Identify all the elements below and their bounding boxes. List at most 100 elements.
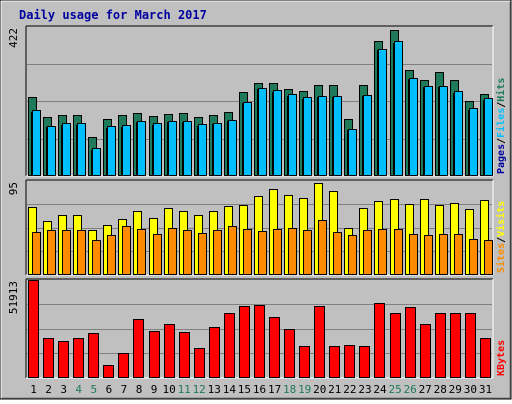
files-bar-day-22 (348, 129, 357, 176)
hits-files-pages-legend-separator: / (496, 102, 507, 108)
kbytes-panel (25, 278, 494, 379)
sites-bar-day-10 (168, 228, 177, 275)
kbytes-bar-day-3 (58, 341, 69, 378)
hits-files-pages-panel (25, 25, 494, 177)
sites-bar-day-25 (394, 229, 403, 275)
day-label-25: 25 (388, 383, 401, 396)
kbytes-bar-day-25 (390, 313, 401, 378)
files-bar-day-21 (333, 96, 342, 176)
kbytes-bar-day-30 (465, 313, 476, 378)
kbytes-bar-day-14 (224, 313, 235, 378)
files-bar-day-25 (394, 41, 403, 176)
kbytes-bar-day-1 (28, 280, 39, 378)
hits-files-pages-legend-hits: Hits (495, 78, 507, 102)
chart-labels: Daily usage for March 2017 4 22 Pages/Files… (7, 8, 507, 396)
day-label-12: 12 (193, 383, 206, 396)
sites-bar-day-12 (198, 233, 207, 275)
kbytes-bar-day-15 (239, 306, 250, 378)
files-bar-day-1 (32, 110, 41, 176)
files-bar-day-30 (469, 108, 478, 176)
kbytes-bar-day-26 (405, 307, 416, 378)
kbytes-bar-day-22 (344, 345, 355, 378)
day-label-18: 18 (283, 383, 296, 396)
kbytes-bar-day-16 (254, 305, 265, 378)
sites-bar-day-28 (439, 234, 448, 275)
day-label-21: 21 (328, 383, 341, 396)
sites-bar-day-23 (363, 230, 372, 275)
files-bar-day-10 (168, 121, 177, 176)
sites-bar-day-4 (77, 230, 86, 275)
hits-files-pages-legend: Pages/Files/Hits (495, 78, 507, 174)
day-label-27: 27 (419, 383, 432, 396)
day-label-7: 7 (121, 383, 128, 396)
day-label-11: 11 (178, 383, 191, 396)
day-label-15: 15 (238, 383, 251, 396)
day-label-9: 9 (151, 383, 158, 396)
kbytes-bar-day-9 (149, 331, 160, 378)
kbytes-bar-day-31 (480, 338, 491, 378)
kbytes-legend: KBytes (496, 340, 507, 376)
files-bar-day-6 (107, 126, 116, 176)
hits-files-pages-legend-separator: / (496, 138, 507, 144)
kbytes-bar-day-6 (103, 365, 114, 378)
day-label-31: 31 (479, 383, 492, 396)
sites-bar-day-22 (348, 235, 357, 275)
visits-sites-legend-visits: Visits (495, 201, 507, 237)
day-label-28: 28 (434, 383, 447, 396)
day-label-30: 30 (464, 383, 477, 396)
sites-bar-day-7 (122, 226, 131, 275)
files-bar-day-14 (228, 120, 237, 176)
sites-bar-day-13 (213, 230, 222, 275)
sites-bar-day-26 (409, 234, 418, 275)
files-bar-day-2 (47, 126, 56, 176)
visits-sites-panel (25, 179, 494, 276)
visits-sites-legend-separator: / (496, 237, 507, 243)
day-label-20: 20 (313, 383, 326, 396)
kbytes-bar-day-4 (73, 338, 84, 378)
kbytes-bar-day-18 (284, 329, 295, 378)
kbytes-bar-day-21 (329, 346, 340, 378)
files-bar-day-16 (258, 88, 267, 176)
sites-bar-day-18 (288, 228, 297, 275)
visits-sites-legend-sites: Sites (495, 243, 507, 273)
sites-bar-day-6 (107, 235, 116, 275)
sites-bar-day-24 (378, 229, 387, 275)
day-label-3: 3 (60, 383, 67, 396)
visits-sites-legend: Sites/Visits (495, 201, 507, 273)
files-bar-day-5 (92, 148, 101, 176)
files-bar-day-3 (62, 123, 71, 176)
sites-bar-day-27 (424, 235, 433, 275)
day-label-22: 22 (343, 383, 356, 396)
files-bar-day-9 (153, 123, 162, 176)
files-bar-day-28 (439, 86, 448, 176)
day-label-24: 24 (373, 383, 387, 396)
files-bar-day-15 (243, 102, 252, 176)
sites-bar-day-31 (484, 240, 493, 275)
day-label-29: 29 (449, 383, 462, 396)
hits-files-pages-legend-pages: Pages (496, 144, 507, 174)
sites-bar-day-20 (318, 220, 327, 275)
sites-bar-day-8 (137, 229, 146, 275)
sites-bar-day-17 (273, 229, 282, 275)
sites-bar-day-3 (62, 230, 71, 275)
files-bar-day-19 (303, 97, 312, 176)
kbytes-bar-day-10 (164, 324, 175, 378)
sites-bar-day-15 (243, 229, 252, 275)
day-label-8: 8 (136, 383, 143, 396)
kbytes-bar-day-12 (194, 348, 205, 378)
kbytes-legend-kbytes: KBytes (496, 340, 507, 376)
files-bar-day-17 (273, 90, 282, 176)
sites-bar-day-1 (32, 232, 41, 275)
day-label-4: 4 (75, 383, 82, 396)
day-label-23: 23 (358, 383, 371, 396)
files-bar-day-27 (424, 86, 433, 176)
sites-bar-day-11 (183, 230, 192, 275)
chart-title: Daily usage for March 2017 (19, 8, 207, 22)
sites-bar-day-30 (469, 239, 478, 275)
sites-bar-day-21 (333, 232, 342, 275)
day-label-6: 6 (106, 383, 113, 396)
kbytes-bar-day-13 (209, 327, 220, 378)
day-label-19: 19 (298, 383, 311, 396)
sites-bar-day-2 (47, 230, 56, 275)
